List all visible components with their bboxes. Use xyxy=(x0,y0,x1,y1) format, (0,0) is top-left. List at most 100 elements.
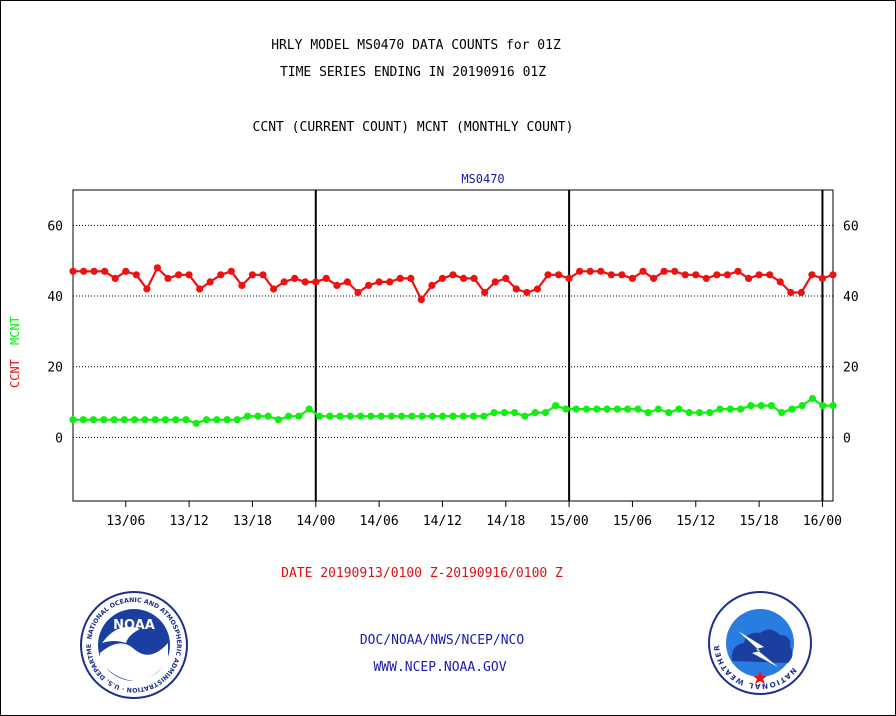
data-point-ccnt xyxy=(354,288,362,297)
data-point-mcnt xyxy=(757,402,765,410)
data-point-ccnt xyxy=(101,267,109,275)
data-point-mcnt xyxy=(223,416,231,424)
data-point-mcnt xyxy=(747,402,755,410)
x-tick-label: 15/18 xyxy=(740,514,779,529)
data-point-ccnt xyxy=(333,281,341,289)
data-point-ccnt xyxy=(460,274,468,282)
data-point-mcnt xyxy=(131,416,139,424)
data-point-mcnt xyxy=(675,405,683,413)
data-point-mcnt xyxy=(726,405,734,413)
station-title: MS0470 xyxy=(461,172,504,186)
data-point-mcnt xyxy=(367,412,375,420)
data-point-ccnt xyxy=(217,271,225,279)
data-point-mcnt xyxy=(274,416,282,424)
y-axis-label-mcnt: MCNT xyxy=(8,316,22,345)
y-tick-label-left: 40 xyxy=(47,290,63,305)
data-point-mcnt xyxy=(500,409,508,417)
x-tick-label: 15/06 xyxy=(613,514,652,529)
data-point-mcnt xyxy=(172,416,180,424)
data-point-ccnt xyxy=(449,271,457,279)
data-point-mcnt xyxy=(572,405,580,413)
data-point-mcnt xyxy=(767,402,776,410)
data-point-mcnt xyxy=(582,405,591,413)
data-point-mcnt xyxy=(459,412,467,420)
data-point-mcnt xyxy=(510,409,519,417)
nws-star-icon xyxy=(753,671,767,684)
data-point-mcnt xyxy=(624,405,632,413)
data-point-mcnt xyxy=(737,405,745,413)
data-point-ccnt xyxy=(312,278,320,286)
y-tick-label-right: 60 xyxy=(843,219,859,234)
data-point-ccnt xyxy=(365,281,373,289)
data-point-mcnt xyxy=(100,416,108,424)
org-path: DOC/NOAA/NWS/NCEP/NCO xyxy=(359,633,525,648)
data-point-ccnt xyxy=(723,271,732,279)
data-point-mcnt xyxy=(819,402,827,410)
data-point-ccnt xyxy=(417,296,425,304)
data-point-ccnt xyxy=(502,274,510,282)
data-point-ccnt xyxy=(196,285,204,293)
website-link[interactable]: WWW.NCEP.NOAA.GOV xyxy=(373,660,507,675)
data-point-ccnt xyxy=(776,278,784,286)
data-point-ccnt xyxy=(407,274,415,282)
x-tick-label: 14/12 xyxy=(423,514,462,529)
y-tick-label-right: 0 xyxy=(843,431,851,446)
data-point-ccnt xyxy=(153,264,161,272)
data-point-ccnt xyxy=(248,271,256,279)
data-point-mcnt xyxy=(315,412,324,420)
data-point-ccnt xyxy=(618,271,626,279)
data-point-mcnt xyxy=(151,416,159,424)
data-point-ccnt xyxy=(396,274,404,282)
data-point-mcnt xyxy=(336,412,344,420)
data-point-ccnt xyxy=(111,274,119,282)
data-point-ccnt xyxy=(555,271,563,279)
data-point-ccnt xyxy=(576,267,584,275)
nws-logo: NATIONAL WEATHER SERVICE xyxy=(708,591,812,695)
data-point-ccnt xyxy=(681,271,689,279)
data-point-ccnt xyxy=(797,288,805,297)
data-point-mcnt xyxy=(295,412,303,420)
data-point-mcnt xyxy=(141,416,149,424)
data-point-ccnt xyxy=(280,278,288,286)
data-point-ccnt xyxy=(301,278,309,286)
data-point-ccnt xyxy=(533,285,542,293)
data-point-mcnt xyxy=(377,412,385,420)
data-point-mcnt xyxy=(531,409,539,417)
data-point-ccnt xyxy=(122,267,130,275)
y-axis-label-ccnt: CCNT xyxy=(8,359,22,388)
data-point-ccnt xyxy=(69,267,77,275)
data-point-mcnt xyxy=(182,416,190,424)
data-point-mcnt xyxy=(480,412,488,420)
data-point-ccnt xyxy=(787,288,795,297)
data-point-mcnt xyxy=(798,402,806,410)
data-point-mcnt xyxy=(254,412,262,420)
data-point-ccnt xyxy=(702,274,710,282)
data-point-ccnt xyxy=(175,271,183,279)
data-point-ccnt xyxy=(586,267,594,275)
data-point-ccnt xyxy=(132,271,140,279)
data-point-ccnt xyxy=(829,271,837,279)
x-tick-label: 13/18 xyxy=(233,514,272,529)
data-point-mcnt xyxy=(408,412,416,420)
data-point-mcnt xyxy=(665,409,673,417)
chart-title-line1: HRLY MODEL MS0470 DATA COUNTS for 01Z xyxy=(271,38,561,53)
data-point-ccnt xyxy=(597,267,605,275)
data-point-mcnt xyxy=(449,412,457,420)
data-point-mcnt xyxy=(552,402,560,410)
data-point-ccnt xyxy=(438,274,446,282)
data-point-ccnt xyxy=(745,274,753,282)
data-point-ccnt xyxy=(428,281,436,289)
data-point-ccnt xyxy=(270,285,278,293)
data-point-mcnt xyxy=(654,405,663,413)
data-point-mcnt xyxy=(778,409,786,417)
data-point-mcnt xyxy=(613,405,621,413)
data-point-ccnt xyxy=(650,274,658,282)
data-point-mcnt xyxy=(213,416,221,424)
data-point-mcnt xyxy=(788,405,796,413)
data-point-mcnt xyxy=(244,412,252,420)
data-point-mcnt xyxy=(418,412,426,420)
data-point-ccnt xyxy=(713,271,721,279)
data-point-ccnt xyxy=(671,267,679,275)
x-tick-label: 15/12 xyxy=(676,514,715,529)
data-point-mcnt xyxy=(521,412,529,420)
